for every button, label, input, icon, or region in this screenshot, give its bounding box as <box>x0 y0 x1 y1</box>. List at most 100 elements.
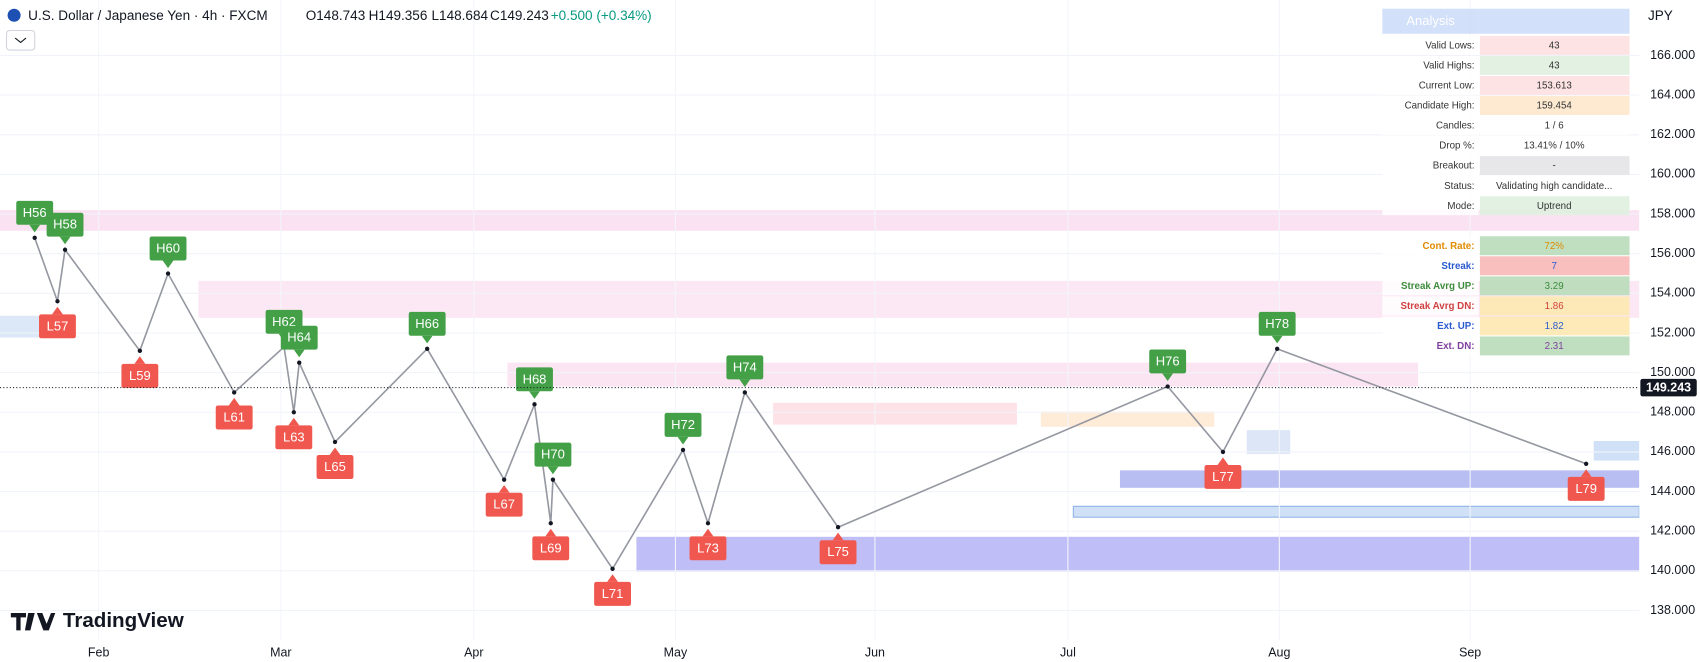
y-tick-label: 138.000 <box>1650 603 1695 617</box>
cell-label: Breakout: <box>1433 161 1475 172</box>
cell-value: 2.31 <box>1545 341 1564 352</box>
cell-bg <box>1382 136 1479 156</box>
label-pointer <box>498 485 510 493</box>
swing-label: H74 <box>733 359 757 374</box>
swing-label: L77 <box>1212 469 1234 484</box>
swing-point <box>1583 461 1589 466</box>
label-pointer <box>677 436 689 445</box>
collapse-button[interactable] <box>5 29 36 51</box>
branding: TradingView <box>63 609 185 632</box>
flag-icon <box>7 8 21 22</box>
zone <box>636 536 1640 572</box>
label-pointer <box>228 397 240 406</box>
label-pointer <box>288 417 300 426</box>
swing-label-box <box>532 536 570 561</box>
cell-bg <box>1382 35 1479 55</box>
swing-label: H66 <box>415 316 439 331</box>
label-pointer <box>739 379 751 387</box>
cell-label: Valid Lows: <box>1425 41 1474 52</box>
swing-label-box <box>819 540 857 565</box>
zone <box>0 210 1640 231</box>
swing-label-box <box>516 367 553 392</box>
label-pointer <box>1217 457 1229 465</box>
ohlc-low: L148.684 <box>432 8 489 23</box>
cell-label: Ext. UP: <box>1437 321 1474 332</box>
table-header <box>1382 8 1479 34</box>
label-pointer <box>293 349 305 358</box>
cell-bg <box>1479 336 1630 356</box>
y-tick-label: 154.000 <box>1650 286 1695 300</box>
label-pointer <box>1580 469 1592 477</box>
zigzag-line <box>33 237 1587 571</box>
cell-label: Candles: <box>1436 121 1474 132</box>
swing-point <box>62 247 68 252</box>
grid <box>0 0 1640 641</box>
ohlc-close: C149.243 <box>490 8 549 23</box>
label-pointer <box>162 260 174 269</box>
cell-bg <box>1479 55 1630 75</box>
cell-label: Candidate High: <box>1405 101 1475 112</box>
table-title: Analysis <box>1406 13 1455 28</box>
cell-label: Streak: <box>1441 261 1474 272</box>
swing-point <box>291 410 296 415</box>
swing-point <box>705 521 711 526</box>
cell-bg <box>1382 236 1479 256</box>
cell-bg <box>1382 336 1479 356</box>
analysis-table: Analysis Valid Lows: 43 Valid Highs: 43 Curre… <box>1382 8 1630 356</box>
label-pointer <box>545 528 557 537</box>
x-tick-label: Mar <box>270 646 291 660</box>
cell-value: 153.613 <box>1537 81 1572 92</box>
swing-label: L57 <box>47 318 69 333</box>
swing-label: H76 <box>1156 353 1180 368</box>
swing-label: L61 <box>223 409 245 424</box>
cell-label: Status: <box>1444 181 1474 192</box>
label-pointer <box>547 466 559 475</box>
zone <box>1040 411 1215 427</box>
cell-bg <box>1479 75 1630 95</box>
cell-label: Cont. Rate: <box>1423 241 1475 252</box>
cell-bg <box>1382 256 1479 276</box>
swing-label: H72 <box>671 417 695 432</box>
swing-label: L79 <box>1575 481 1597 496</box>
swing-label: H70 <box>541 447 565 462</box>
swing-point <box>137 348 143 353</box>
cell-value: 1 / 6 <box>1545 121 1564 132</box>
cell-bg <box>1479 256 1630 276</box>
swing-label-box <box>1149 349 1187 374</box>
x-tick-label: Aug <box>1268 646 1290 660</box>
change: +0.500 (+0.34%) <box>551 8 652 23</box>
label-pointer <box>52 306 63 315</box>
swing-point <box>680 447 686 453</box>
cell-bg <box>1479 276 1630 296</box>
label-pointer <box>59 236 71 245</box>
label-pointer <box>329 447 341 456</box>
swing-label: H60 <box>156 240 180 255</box>
label-pointer <box>529 391 540 399</box>
cell-value: 1.82 <box>1545 321 1564 332</box>
y-tick-label: 164.000 <box>1650 87 1695 101</box>
swing-label-box <box>275 425 313 450</box>
swing-point <box>835 525 841 530</box>
label-pointer <box>1162 373 1174 382</box>
zone <box>507 362 1419 387</box>
swing-label-box <box>39 314 76 339</box>
swing-point <box>501 477 507 482</box>
swing-label: H64 <box>287 330 311 345</box>
label-pointer <box>832 532 844 541</box>
cell-bg <box>1479 35 1630 55</box>
swing-point <box>532 402 537 407</box>
label-pointer <box>702 528 714 537</box>
y-tick-label: 152.000 <box>1650 325 1695 339</box>
swing-label-box <box>16 200 54 225</box>
price-axis <box>1639 0 1700 662</box>
swing-point <box>548 521 553 526</box>
swing-label-box <box>280 325 318 350</box>
swing-point <box>1165 384 1170 389</box>
y-tick-label: 158.000 <box>1650 206 1695 220</box>
y-tick-label: 160.000 <box>1650 167 1695 181</box>
y-tick-label: 146.000 <box>1650 444 1695 458</box>
cell-bg <box>1382 276 1479 296</box>
zone <box>773 402 1017 425</box>
swing-label-box <box>1258 311 1296 336</box>
